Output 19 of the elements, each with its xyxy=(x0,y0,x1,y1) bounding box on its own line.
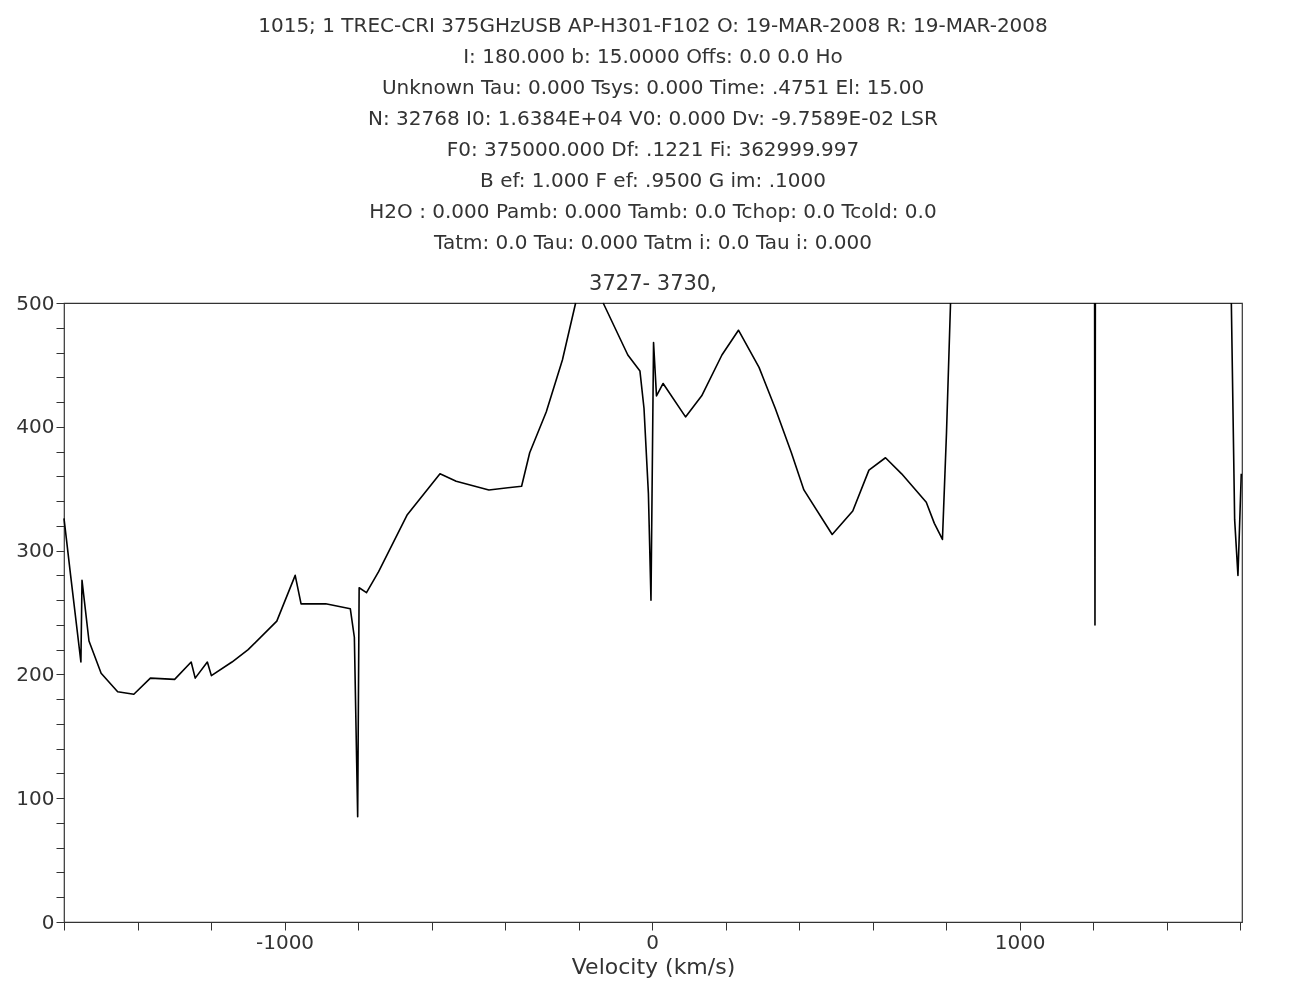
y-tick-label: 300 xyxy=(16,538,55,563)
y-tick-label: 0 xyxy=(41,909,55,934)
text: Unknown Tau: 0.000 Tsys: 0.000 Time: .4751 El: 15.00 xyxy=(381,75,925,99)
y-tick-label: 100 xyxy=(16,785,55,810)
text: Tatm: 0.0 Tau: 0.000 Tatm i: 0.0 Tau i: 0.000 xyxy=(432,230,873,254)
y-tick-label: 400 xyxy=(16,414,55,439)
x-tick-label: 1000 xyxy=(994,929,1046,954)
y-tick-label: 500 xyxy=(16,290,55,315)
text: I: 180.000 b: 15.0000 Offs: 0.0 0.0 Ho xyxy=(463,44,843,68)
x-tick-label: -1000 xyxy=(255,929,315,954)
y-tick-label: 200 xyxy=(16,661,55,686)
x-tick-label: 0 xyxy=(646,929,659,954)
text: B ef: 1.000 F ef: .9500 G im: .1000 xyxy=(480,168,826,192)
x-axis-title: Velocity (km/s) xyxy=(571,953,736,979)
chart-title: 3727- 3730, xyxy=(589,271,717,295)
text: N: 32768 I0: 1.6384E+04 V0: 0.000 Dv: -9.7589E-02 LSR xyxy=(368,106,939,130)
text: 1015; 1 TREC-CRI 375GHzUSB AP-H301-F102 O: 19-MAR-2008 R: 19-MAR-2008 xyxy=(258,13,1048,37)
text: H2O : 0.000 Pamb: 0.000 Tamb: 0.0 Tchop: 0.0 Tcold: 0.0 xyxy=(369,199,937,223)
text: F0: 375000.000 Df: .1221 Fi: 362999.997 xyxy=(446,137,860,161)
